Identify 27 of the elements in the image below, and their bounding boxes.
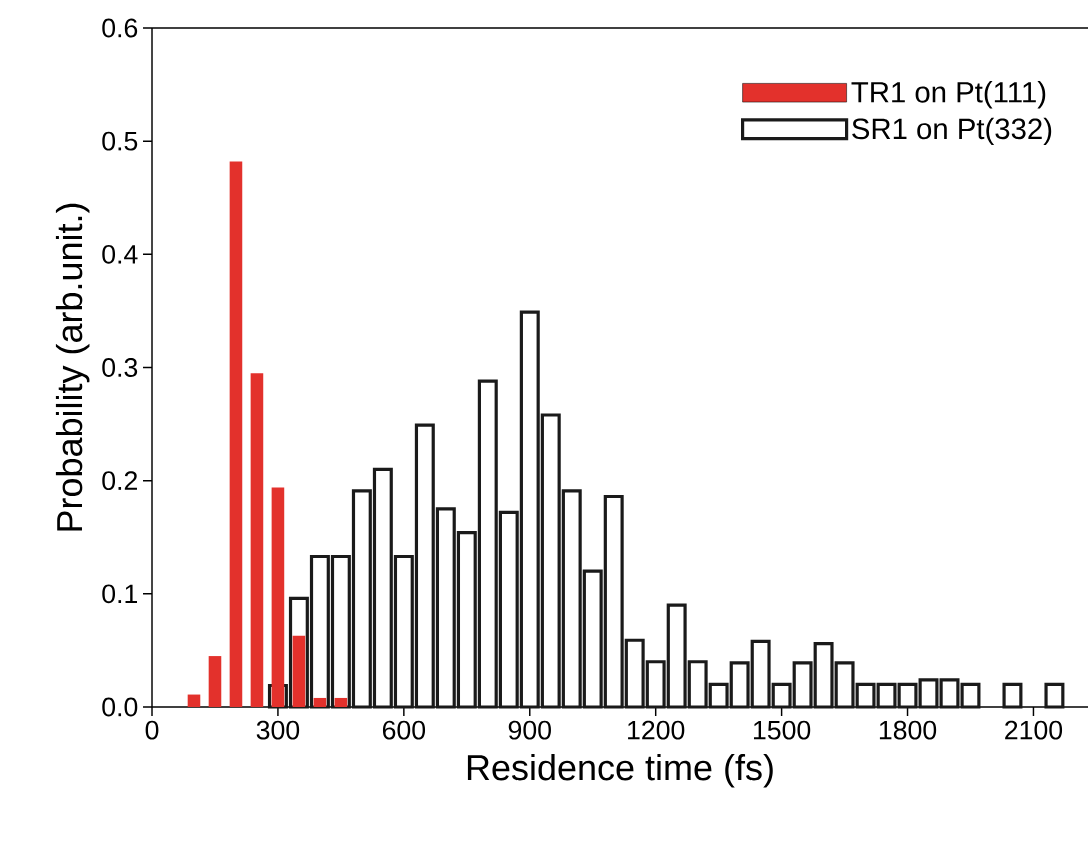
- y-axis-title: Probability (arb.unit.): [55, 203, 90, 531]
- bar: [229, 161, 243, 707]
- bar: [313, 697, 327, 707]
- y-tick-label: 0.6: [102, 18, 138, 38]
- legend-label: SR1 on Pt(332): [852, 117, 1052, 146]
- bar: [250, 373, 264, 707]
- legend-label: TR1 on Pt(111): [851, 81, 1046, 109]
- y-tick-label: 0.1: [102, 584, 137, 604]
- x-tick-label: 1500: [753, 720, 811, 740]
- x-tick-label: 1800: [879, 720, 937, 740]
- x-tick-label: 0: [145, 720, 159, 740]
- y-tick-label: 0.3: [102, 358, 138, 377]
- x-tick-label: 2100: [1005, 720, 1063, 740]
- x-tick-label: 900: [508, 720, 551, 740]
- bar: [187, 694, 201, 707]
- y-tick-label: 0.2: [102, 471, 137, 491]
- x-axis-title: Residence time (fs): [467, 754, 773, 788]
- x-tick-label: 600: [382, 720, 426, 740]
- y-tick-label: 0.4: [102, 244, 138, 264]
- bar: [292, 635, 306, 707]
- bar: [208, 656, 222, 707]
- x-tick-label: 1200: [628, 720, 685, 740]
- bar: [271, 487, 285, 707]
- y-tick-label: 0.0: [102, 697, 138, 717]
- x-tick-label: 300: [256, 720, 300, 740]
- bar: [334, 697, 348, 707]
- y-tick-label: 0.5: [102, 131, 138, 151]
